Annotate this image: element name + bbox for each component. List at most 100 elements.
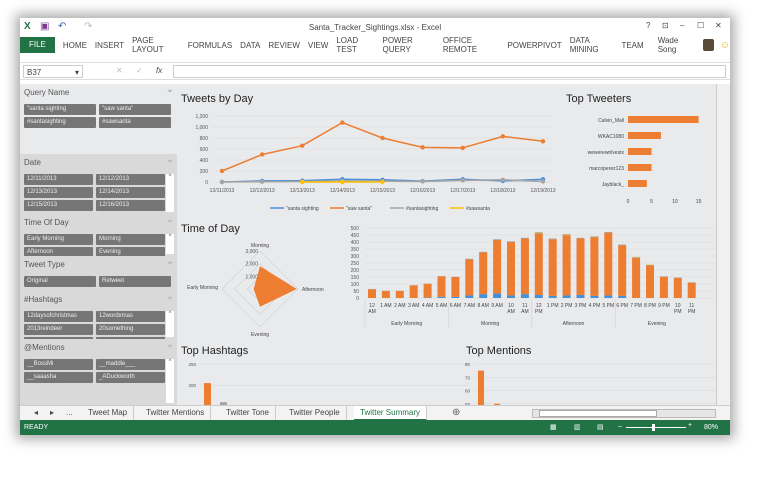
tab-twitter-people[interactable]: Twitter People (283, 406, 347, 421)
x-tick-label: 4 AM (422, 303, 433, 309)
slicer-item[interactable]: 12/15/2013 (24, 200, 93, 211)
cancel-icon[interactable]: ✕ (116, 66, 123, 75)
function-icon[interactable]: fx (156, 66, 163, 75)
scroll-thumb[interactable] (539, 410, 657, 417)
slicer-item[interactable]: 12/11/2013 (24, 174, 93, 185)
slicer-item[interactable]: Morning (96, 234, 165, 245)
slicer-item[interactable]: 12/13/2013 (24, 187, 93, 198)
slicer-item[interactable]: "santa sighting (24, 104, 96, 115)
zoom-slider-thumb[interactable] (652, 424, 656, 431)
bar-segment (646, 264, 654, 266)
slicer-item[interactable]: #sawsanta (99, 117, 171, 128)
clear-filter-icon[interactable]: ⏷ (166, 87, 173, 96)
help-button[interactable]: ? (646, 21, 651, 30)
slicer-item[interactable]: 40s (96, 337, 165, 339)
enter-icon[interactable]: ✓ (136, 66, 143, 75)
smiley-feedback-icon[interactable]: ☺ (719, 39, 730, 51)
ribbon-tab-formulas[interactable]: FORMULAS (187, 40, 233, 50)
more-sheets-button[interactable]: ... (66, 408, 73, 417)
tab-twitter-summary[interactable]: Twitter Summary (354, 406, 428, 421)
horizontal-scrollbar[interactable] (532, 409, 716, 418)
slicer-item[interactable]: 12daysofchristmas (24, 311, 93, 322)
slicer-scrollbar[interactable]: ^ (166, 174, 174, 212)
ribbon-tab-team[interactable]: TEAM (621, 40, 644, 50)
slicer-item[interactable]: Original (24, 276, 96, 287)
slicer-item[interactable]: Evening (96, 247, 165, 256)
slicer-item[interactable]: 12wordxmas (96, 311, 165, 322)
slicer-item[interactable]: __saaasha (24, 372, 93, 383)
clear-filter-icon[interactable]: ⏷ (166, 342, 173, 351)
add-sheet-icon[interactable]: ⊕ (452, 407, 461, 418)
y-tick-label: 80 (465, 362, 471, 367)
slicer-scrollbar[interactable]: ^ (166, 359, 174, 403)
clear-filter-icon[interactable]: ⏷ (166, 294, 173, 303)
slicer-item[interactable]: Afternoon (24, 247, 93, 256)
ribbon-tab-review[interactable]: REVIEW (268, 40, 300, 50)
slicer-item[interactable]: 2013reindeer (24, 324, 93, 335)
ribbon-tab-office-remote[interactable]: OFFICE REMOTE (442, 36, 478, 54)
zoom-in-button[interactable]: + (688, 422, 693, 429)
x-tick-label: 12/14/2013 (330, 188, 355, 194)
ribbon-tab-power-query[interactable]: POWER QUERY (382, 36, 413, 54)
slicer-item[interactable]: 2pointbreaking (24, 337, 93, 339)
slicer-item[interactable]: _ADuckworth (96, 372, 165, 383)
scroll-left-icon[interactable]: ◂ (34, 408, 39, 417)
slicer-item[interactable]: 12/12/2013 (96, 174, 165, 185)
slicer-item[interactable]: 20something (96, 324, 165, 335)
scroll-up-icon[interactable]: ^ (168, 234, 172, 240)
tweets-by-day-chart[interactable]: 0 200 400 600 800 1,000 1,200 12/11/2013 12/12/2… (178, 108, 558, 218)
scroll-right-icon[interactable]: ▸ (50, 408, 55, 417)
ribbon-tab-load-test[interactable]: LOAD TEST (336, 36, 359, 54)
page-layout-view-icon[interactable]: ▥ (574, 424, 581, 431)
tab-twitter-tone[interactable]: Twitter Tone (220, 406, 276, 421)
minimize-button[interactable]: – (680, 21, 685, 30)
file-tab[interactable]: FILE (20, 37, 55, 53)
normal-view-icon[interactable]: ▦ (550, 424, 557, 431)
ribbon-display-button[interactable]: ⊡ (662, 21, 669, 30)
redo-icon[interactable]: ↷ (84, 21, 93, 32)
top-tweeters-chart[interactable]: Calvin_Mall WKAC1080 wewerewolvestx marcope… (560, 108, 715, 218)
clear-filter-icon[interactable]: ⏷ (166, 217, 173, 226)
zoom-out-button[interactable]: – (618, 423, 622, 430)
ribbon-tab-home[interactable]: HOME (62, 40, 87, 50)
page-break-view-icon[interactable]: ▤ (597, 424, 604, 431)
slicer-item[interactable]: 12/16/2013 (96, 200, 165, 211)
slicer-item[interactable]: Early Morning (24, 234, 93, 245)
top-mentions-chart[interactable]: 20304050607080 (460, 360, 716, 405)
slicer-scrollbar[interactable]: ^ (166, 311, 174, 337)
ribbon-tab-data[interactable]: DATA (240, 40, 261, 50)
time-of-day-radar-chart[interactable]: 01,0002,0003,000MorningAfternoonEveningE… (178, 234, 338, 344)
save-icon[interactable]: ▣ (40, 21, 50, 32)
ribbon-tab-powerpivot[interactable]: POWERPIVOT (507, 40, 562, 50)
ribbon-tab-view[interactable]: VIEW (307, 40, 329, 50)
slicer-item[interactable]: __maddie___ (96, 359, 165, 370)
scroll-up-icon[interactable]: ^ (168, 311, 172, 317)
user-name[interactable]: Wade Song (657, 36, 679, 54)
scroll-up-icon[interactable]: ^ (168, 174, 172, 180)
clear-filter-icon[interactable]: ⏷ (166, 259, 173, 268)
close-button[interactable]: ✕ (715, 21, 722, 30)
ribbon-tab-data-mining[interactable]: DATA MINING (569, 36, 599, 54)
tab-tweet-map[interactable]: Tweet Map (82, 406, 135, 421)
scroll-up-icon[interactable]: ^ (168, 359, 172, 365)
zoom-slider[interactable] (626, 424, 686, 431)
vertical-scrollbar[interactable] (716, 84, 730, 405)
undo-icon[interactable]: ↶ (58, 21, 67, 32)
group-label: Evening (648, 321, 666, 327)
slicer-item[interactable]: 12/14/2013 (96, 187, 165, 198)
slicer-item[interactable]: #santasighting (24, 117, 96, 128)
clear-filter-icon[interactable]: ⏷ (166, 157, 173, 166)
maximize-button[interactable]: ☐ (697, 21, 705, 30)
ribbon-tab-page-layout[interactable]: PAGE LAYOUT (132, 36, 164, 54)
slicer-item[interactable]: Retweet (99, 276, 171, 287)
slicer-item[interactable]: "saw santa" (99, 104, 171, 115)
tab-twitter-mentions[interactable]: Twitter Mentions (140, 406, 212, 421)
name-box[interactable]: B37 ▾ (23, 65, 83, 78)
ribbon-tab-insert[interactable]: INSERT (94, 40, 125, 50)
slicer-title: @Mentions (24, 343, 65, 352)
slicer-item[interactable]: __BossMi (24, 359, 93, 370)
formula-input[interactable] (173, 65, 726, 78)
slicer-scrollbar[interactable]: ^ (166, 234, 174, 254)
